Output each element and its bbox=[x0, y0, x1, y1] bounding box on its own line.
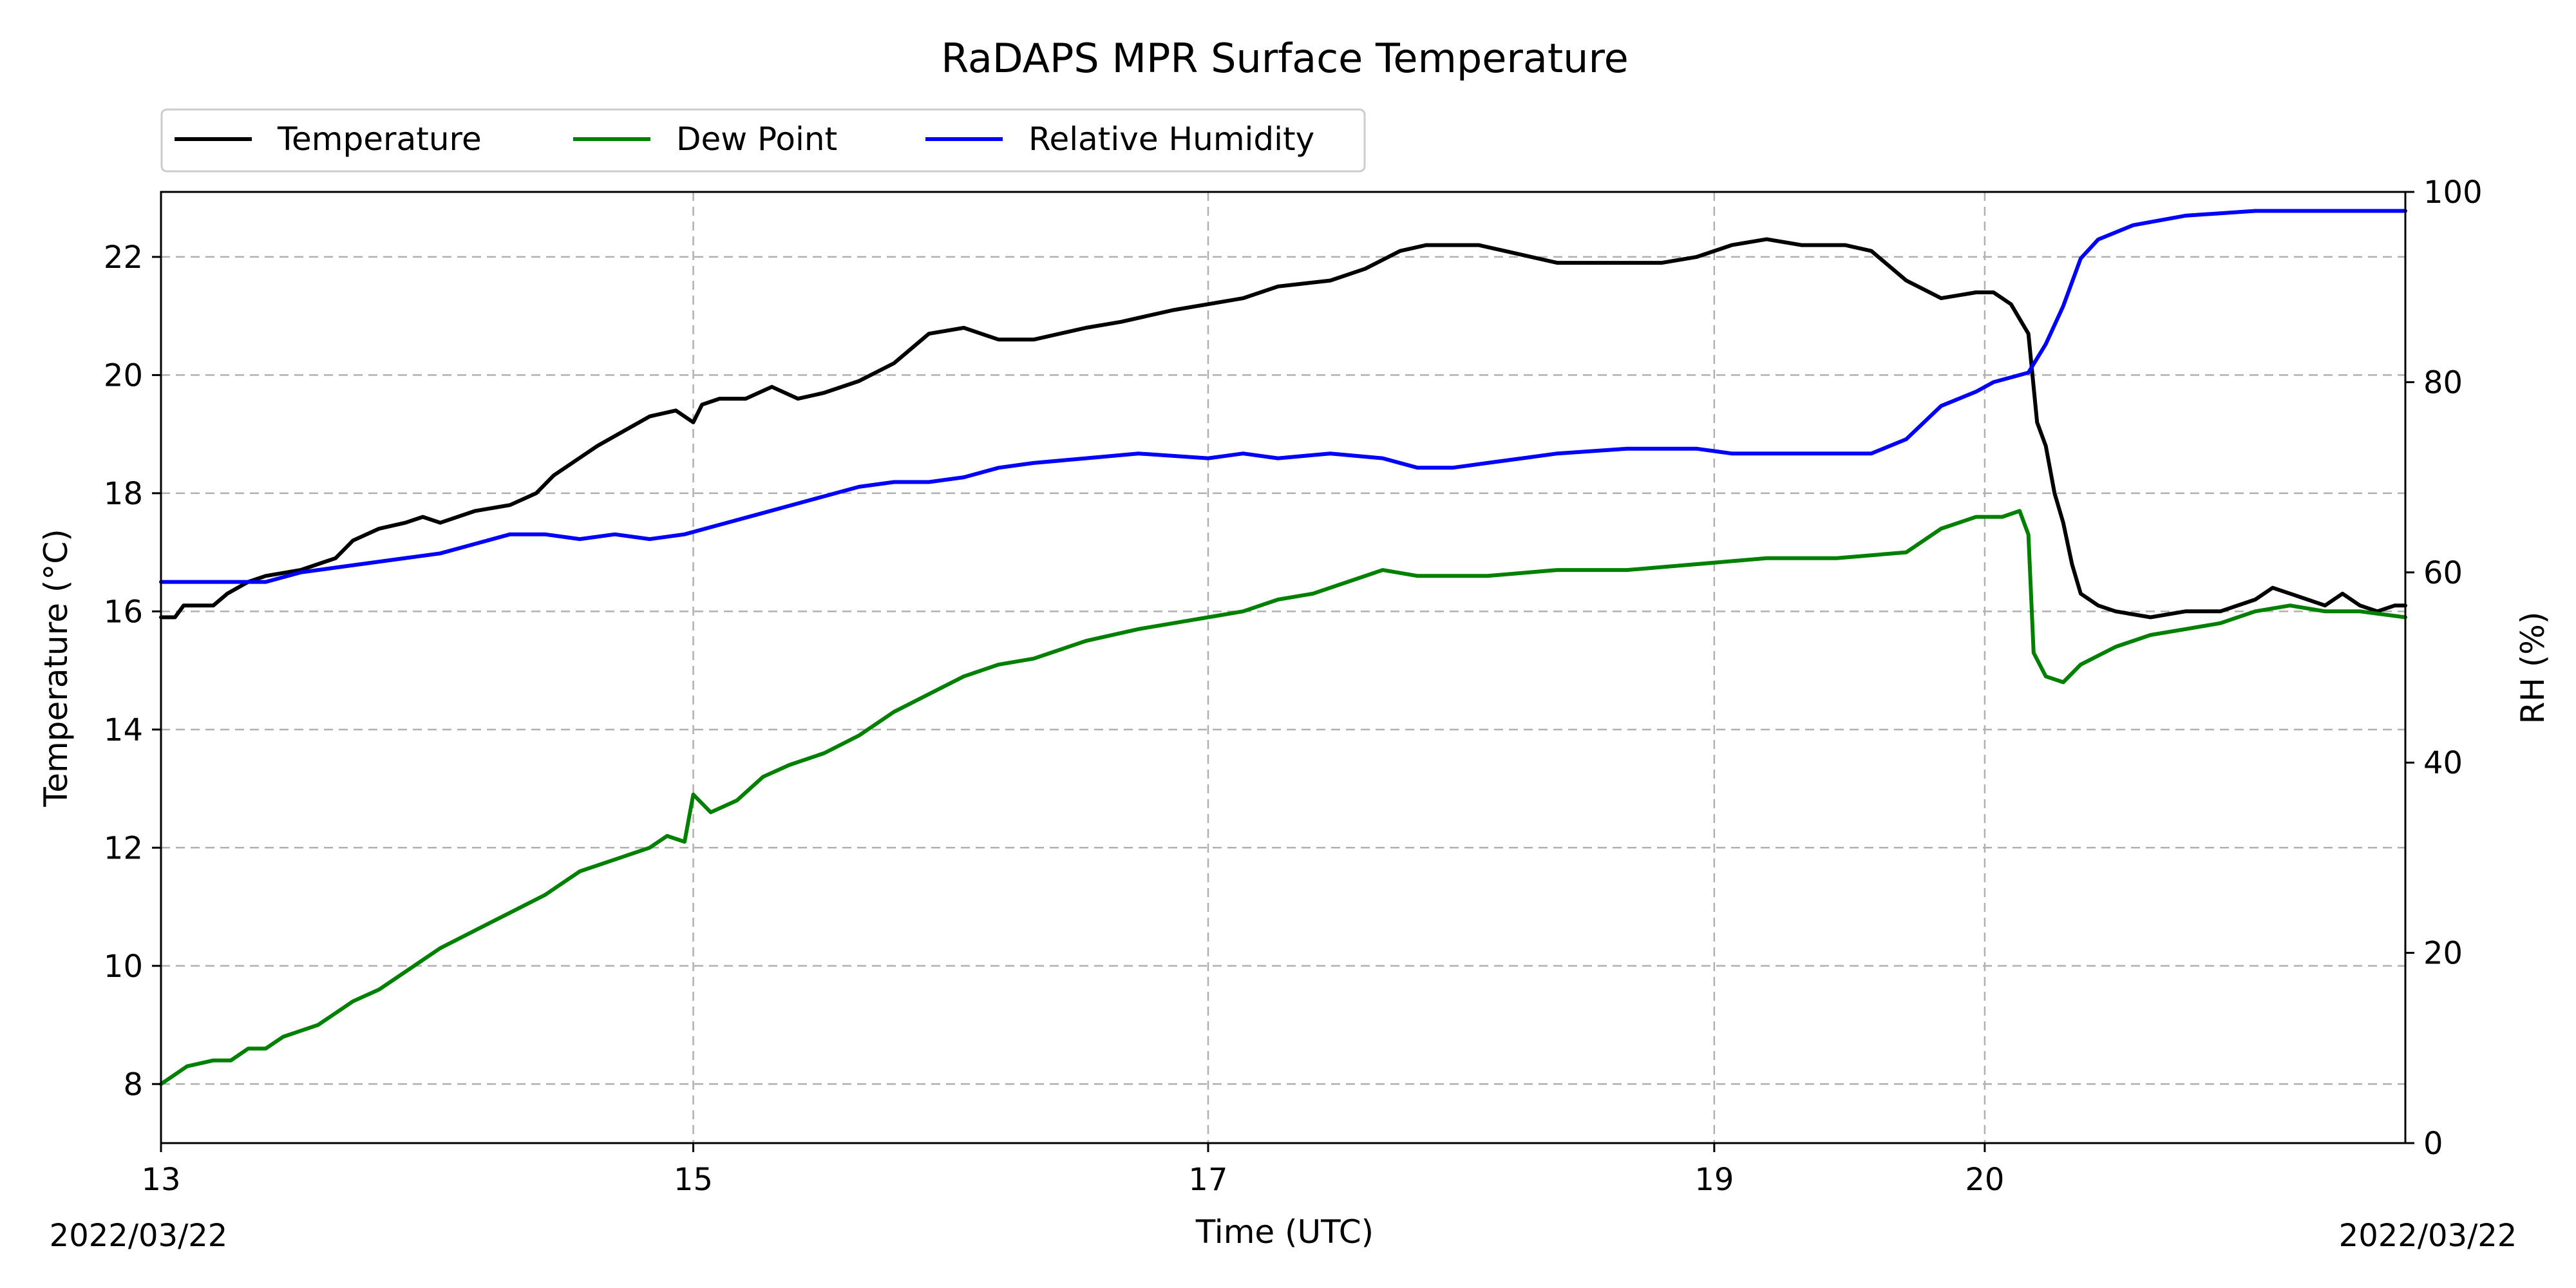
y-tick-label: 14 bbox=[104, 712, 143, 748]
series-line-temperature bbox=[159, 237, 2407, 620]
x-tick-label: 15 bbox=[674, 1162, 713, 1198]
y2-tick-label: 20 bbox=[2423, 936, 2463, 972]
legend-frame bbox=[160, 108, 1366, 173]
y-tick-label: 12 bbox=[104, 830, 143, 866]
plot-frame bbox=[160, 191, 2407, 1144]
legend-label-temperature: Temperature bbox=[277, 120, 482, 158]
legend-label-dew-point: Dew Point bbox=[676, 120, 837, 158]
chart-title: RaDAPS MPR Surface Temperature bbox=[941, 35, 1629, 82]
y-tick-label: 22 bbox=[104, 240, 143, 276]
y-axis-title: Temperature (°C) bbox=[37, 529, 75, 808]
y-tick-label: 18 bbox=[104, 476, 143, 512]
axis-ticks: 8 10 12 14 16 18 20 22 0 20 40 60 80 100 13 15 17 19 20 bbox=[104, 175, 2483, 1198]
legend-label-relative-humidity: Relative Humidity bbox=[1028, 120, 1314, 158]
x-tick-label: 20 bbox=[1965, 1162, 2004, 1198]
date-label-right: 2022/03/22 bbox=[2339, 1218, 2517, 1254]
x-tick-label: 13 bbox=[141, 1162, 180, 1198]
y2-tick-label: 0 bbox=[2423, 1126, 2443, 1162]
y2-tick-label: 40 bbox=[2423, 745, 2463, 781]
y2-tick-label: 60 bbox=[2423, 555, 2463, 591]
y2-tick-label: 80 bbox=[2423, 365, 2463, 401]
x-tick-label: 19 bbox=[1694, 1162, 1734, 1198]
series-line-relative-humidity bbox=[159, 209, 2407, 584]
y2-tick-label: 100 bbox=[2423, 175, 2483, 211]
y-tick-label: 10 bbox=[104, 949, 143, 985]
x-axis-title: Time (UTC) bbox=[1195, 1213, 1374, 1251]
y-tick-label: 20 bbox=[104, 357, 143, 393]
series-line-dew-point bbox=[159, 509, 2407, 1086]
x-tick-label: 17 bbox=[1188, 1162, 1227, 1198]
legend: Temperature Dew Point Relative Humidity bbox=[160, 108, 1366, 173]
y-tick-label: 8 bbox=[123, 1066, 143, 1103]
y2-axis-title: RH (%) bbox=[2514, 612, 2552, 724]
y-tick-label: 16 bbox=[104, 594, 143, 630]
gridlines bbox=[161, 192, 2405, 1143]
date-label-left: 2022/03/22 bbox=[50, 1218, 228, 1254]
series-lines bbox=[159, 209, 2407, 1086]
